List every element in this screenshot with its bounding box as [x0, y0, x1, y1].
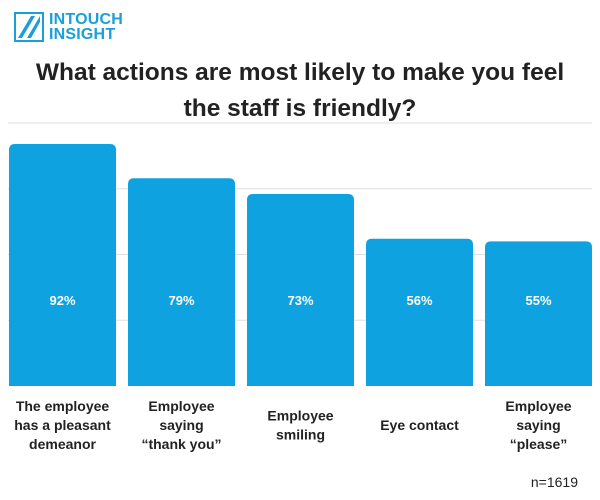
category-label-line: Employee [148, 398, 214, 414]
sample-size-label: n=1619 [530, 474, 578, 490]
category-label-3: Employee smiling [267, 408, 333, 443]
category-label-4: Eye contact [380, 417, 459, 433]
bar-1 [9, 144, 116, 386]
brand-name: INTOUCH INSIGHT [49, 11, 123, 43]
value-label-2: 79% [168, 293, 194, 308]
category-label-1: The employee has a pleasant demeanor [14, 398, 111, 452]
bar-5 [485, 241, 592, 386]
bar-3 [247, 194, 354, 386]
brand-line-2: INSIGHT [49, 26, 116, 43]
chart-title-line-2: the staff is friendly? [183, 95, 417, 122]
value-label-4: 56% [406, 293, 432, 308]
value-label-3: 73% [287, 293, 313, 308]
category-label-line: Employee [267, 408, 333, 424]
value-label-5: 55% [525, 293, 551, 308]
category-label-line: saying [159, 417, 203, 433]
category-label-line: The employee [16, 398, 110, 414]
bar-2 [128, 178, 235, 386]
category-label-line: Eye contact [380, 417, 459, 433]
value-label-1: 92% [49, 293, 75, 308]
brand-logo: INTOUCH INSIGHT [14, 11, 123, 43]
category-label-line: “thank you” [141, 436, 221, 452]
category-label-line: smiling [276, 427, 325, 443]
category-label-line: Employee [505, 398, 571, 414]
bar-4 [366, 238, 473, 386]
chart-title-line-1: What actions are most likely to make you… [35, 59, 565, 86]
brand-line-1: INTOUCH [49, 11, 123, 28]
category-label-line: “please” [510, 436, 568, 452]
diagonal-stripe-logo-icon [14, 12, 44, 42]
category-label-line: has a pleasant [14, 417, 111, 433]
category-label-2: Employee saying “thank you” [141, 398, 221, 452]
category-label-line: demeanor [29, 436, 96, 452]
chart-title: What actions are most likely to make you… [0, 55, 600, 127]
category-label-line: saying [516, 417, 560, 433]
category-label-5: Employee saying “please” [505, 398, 571, 452]
